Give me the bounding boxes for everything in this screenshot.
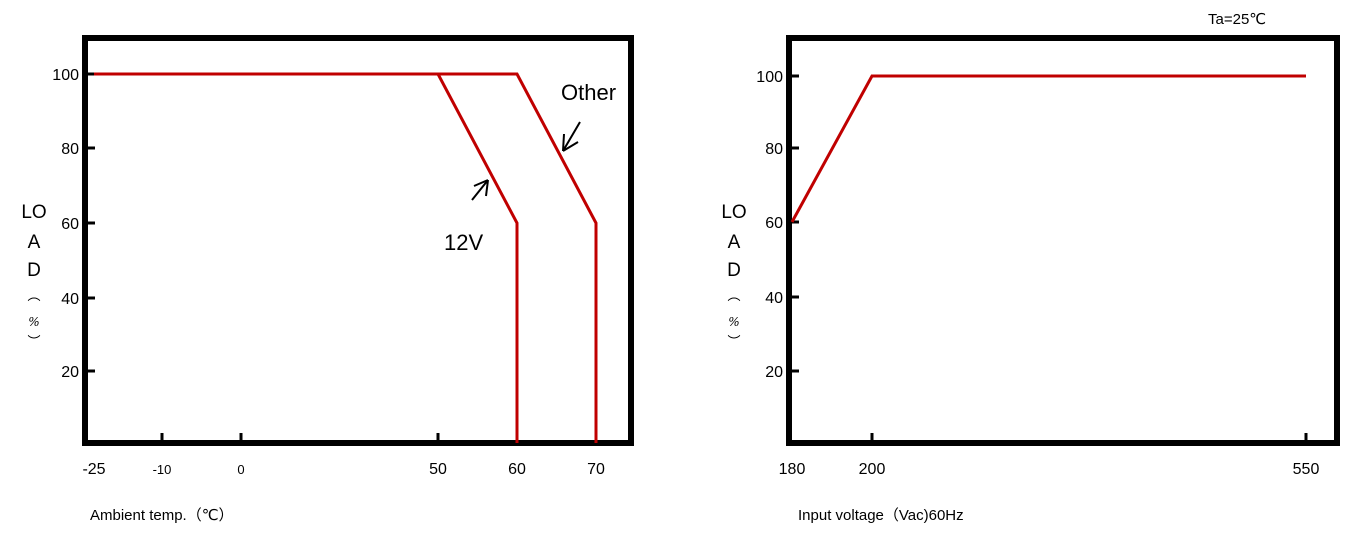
y-label-left-line-3: D — [27, 260, 41, 281]
y-label-left-line-4: ︵ — [27, 288, 40, 303]
plot-frame-left — [82, 35, 634, 446]
right-ytick-label: 100 — [756, 69, 783, 86]
ta-annotation: Ta=25℃ — [1208, 11, 1266, 28]
left-series-12v — [94, 72, 519, 443]
left-xtick-label: -25 — [82, 461, 105, 478]
left-series-other — [94, 72, 598, 443]
right-ytick-label: 60 — [765, 215, 783, 232]
left-xtick-label: 0 — [237, 462, 244, 477]
y-label-left-line-6: ︶ — [27, 334, 40, 349]
arrow-12v — [471, 179, 489, 201]
y-label-right-line-4: ︵ — [727, 288, 740, 303]
right-ytick-label: 80 — [765, 141, 783, 158]
y-label-right-line-3: D — [727, 260, 741, 281]
x-label-left: Ambient temp.（℃） — [90, 507, 234, 524]
annotation-other: Other — [561, 80, 616, 105]
left-xtick-label: 60 — [508, 461, 526, 478]
annotation-12v: 12V — [444, 230, 483, 255]
right-ytick-label: 40 — [765, 290, 783, 307]
y-label-left-line-1: LO — [21, 202, 46, 223]
left-xtick-label: -10 — [153, 462, 172, 477]
right-xtick-label: 200 — [859, 461, 886, 478]
right-xtick-label: 180 — [779, 461, 806, 478]
plot-frame-right — [786, 35, 1340, 446]
x-label-right: Input voltage（Vac)60Hz — [798, 507, 964, 524]
y-label-right-line-5: % — [728, 315, 739, 329]
left-ytick-label: 80 — [61, 141, 79, 158]
y-label-right-line-1: LO — [721, 202, 746, 223]
ambient-temp-chart: 20 40 60 80 100 -25 -10 0 50 60 70 LO A D ︵ % ︶ 1… — [21, 35, 634, 524]
left-ytick-label: 100 — [52, 67, 79, 84]
y-label-left-line-5: % — [28, 315, 39, 329]
left-xtick-label: 70 — [587, 461, 605, 478]
y-label-right-line-2: A — [728, 232, 741, 253]
right-xtick-label: 550 — [1293, 461, 1320, 478]
x-axis-ticks-right: 180 200 550 — [779, 433, 1320, 478]
right-series-0 — [790, 74, 1306, 223]
arrow-other — [562, 121, 581, 152]
y-axis-ticks-left: 20 40 60 80 100 — [52, 67, 95, 381]
y-axis-ticks-right: 20 40 60 80 100 — [756, 69, 799, 381]
series-lines-left — [94, 72, 598, 443]
x-axis-ticks-left: -25 -10 0 50 60 70 — [82, 433, 605, 478]
left-ytick-label: 20 — [61, 364, 79, 381]
left-xtick-label: 50 — [429, 461, 447, 478]
right-ytick-label: 20 — [765, 364, 783, 381]
y-label-left-line-2: A — [28, 232, 41, 253]
series-lines-right — [790, 74, 1306, 223]
y-label-right-line-6: ︶ — [727, 334, 740, 349]
left-ytick-label: 60 — [61, 216, 79, 233]
left-ytick-label: 40 — [61, 291, 79, 308]
